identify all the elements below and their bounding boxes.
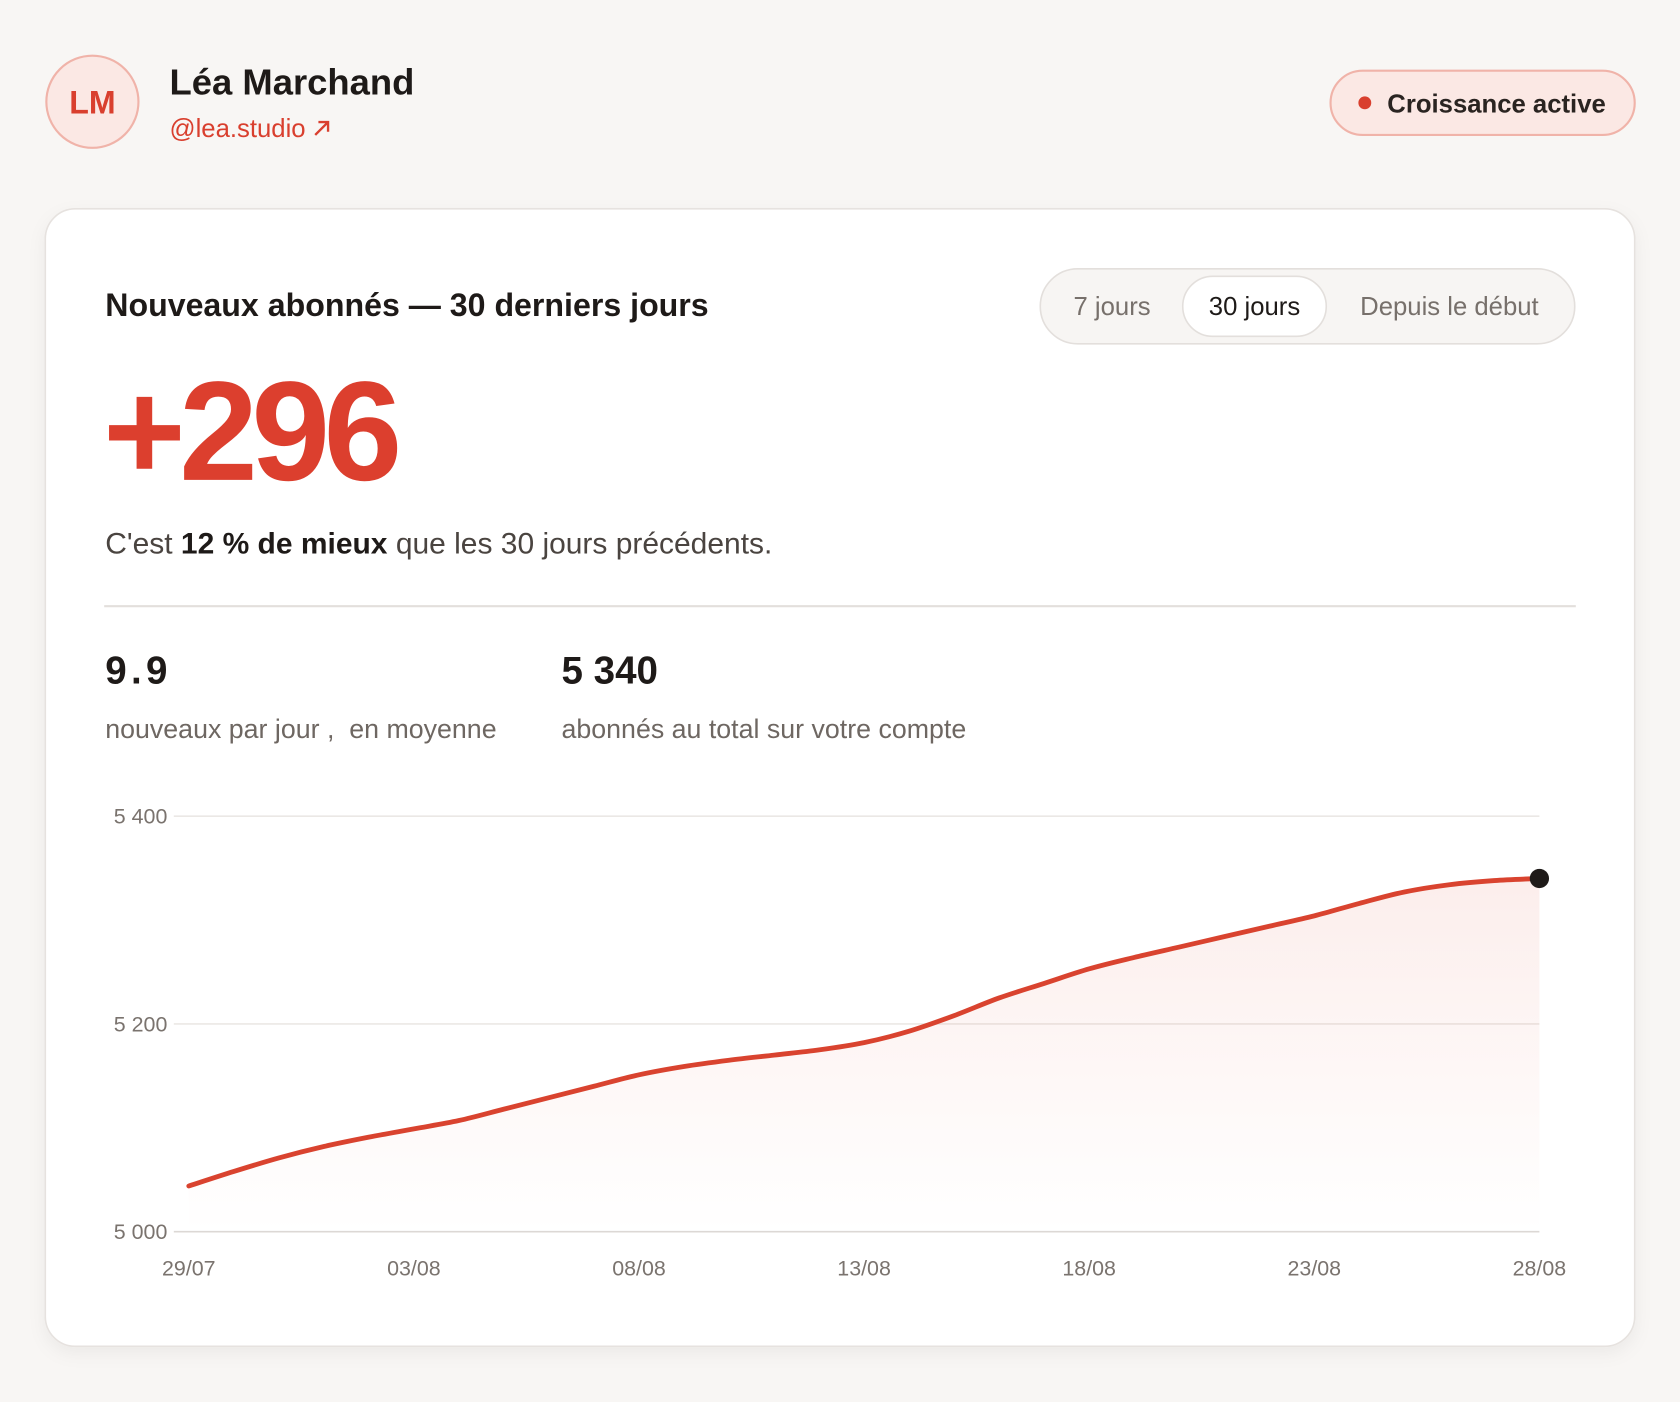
line-chart: 5 000 5 200 5 400 29/07 03/08 08/08 13/08 18/08… [114,805,1566,1281]
x-tick-label: 18/08 [1062,1257,1116,1281]
headline-number: +296 [103,352,398,510]
stat-label: nouveaux par jour , en moyenne [105,714,496,744]
x-tick-label: 23/08 [1288,1257,1342,1281]
x-tick-label: 13/08 [837,1257,891,1281]
status-dot [1358,96,1372,110]
external-link-icon [314,120,330,136]
status-badge [1329,69,1636,137]
comparison: C'est 12 % de mieux que les 30 jours pré… [105,528,772,561]
stat-value: 5 340 [562,649,658,692]
y-tick-label: 5 200 [114,1012,168,1036]
x-tick-label: 28/08 [1513,1257,1567,1281]
comparison-highlight: 12 % de mieux [181,528,388,561]
stat-value: 9.9 [105,649,171,692]
avatar [45,54,140,149]
status-text: Croissance active [1387,90,1605,118]
tab[interactable]: 30 jours [1209,293,1300,321]
card-title: Nouveaux abonnés — 30 derniers jours [105,287,708,323]
y-tick-label: 5 000 [114,1220,168,1244]
end-point [1529,868,1550,889]
area-fill [188,878,1540,1232]
y-tick-label: 5 400 [114,805,168,829]
comparison-after: que les 30 jours précédents. [387,528,772,561]
avatar-initials: LM [69,85,115,121]
profile-handle[interactable]: @lea.studio [170,115,306,143]
tab[interactable]: Depuis le début [1360,293,1539,321]
tab-active[interactable] [1181,275,1328,338]
profile-name: Léa Marchand [170,61,415,102]
comparison-before: C'est [105,528,181,561]
x-tick-label: 03/08 [387,1257,441,1281]
x-tick-label: 08/08 [612,1257,666,1281]
x-tick-label: 29/07 [162,1257,216,1281]
tab[interactable]: 7 jours [1073,293,1150,321]
stat-label: abonnés au total sur votre compte [562,714,967,744]
line [186,876,1542,1189]
